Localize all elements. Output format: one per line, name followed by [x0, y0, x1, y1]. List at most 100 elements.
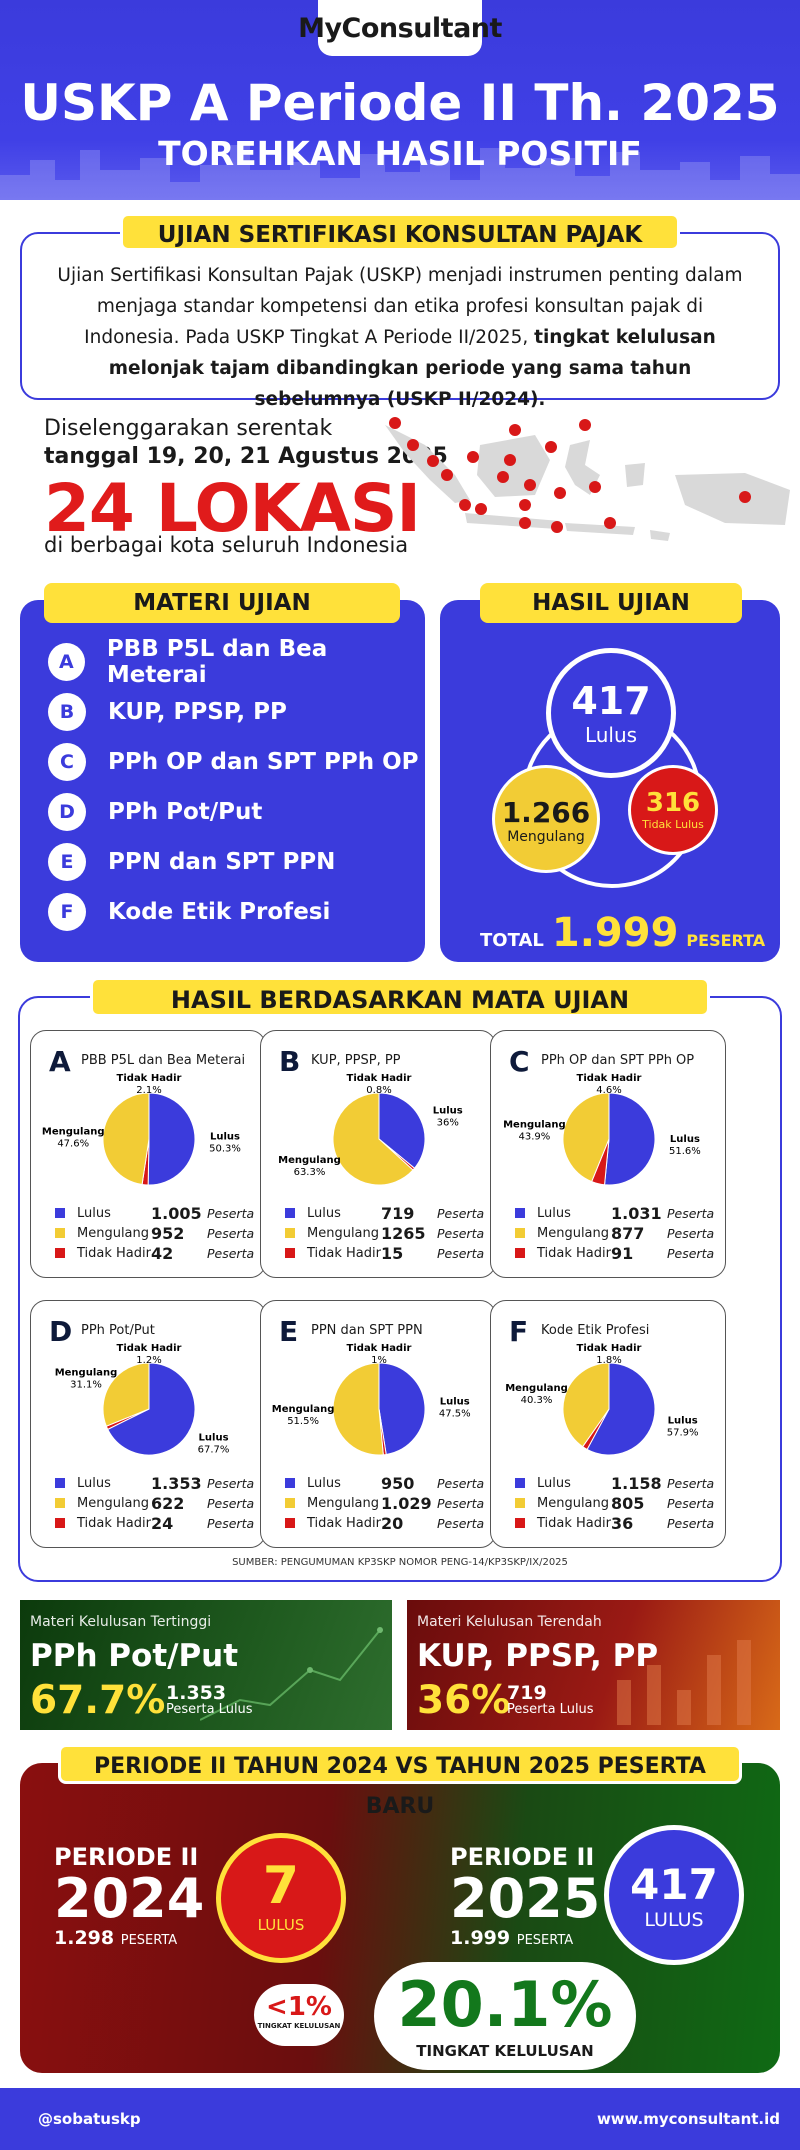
legend-value: 719 — [381, 1203, 415, 1223]
period-2025-participants: 1.999 PESERTA — [450, 1927, 600, 1949]
period-2025-lulus-circle: 417 LULUS — [604, 1825, 744, 1965]
pie-label-mengulang-pct: 31.1% — [70, 1379, 102, 1390]
legend-swatch — [55, 1208, 65, 1218]
period-2024-participant-count: 1.298 — [54, 1927, 115, 1949]
legend-value: 622 — [151, 1493, 185, 1513]
legend-value: 15 — [381, 1243, 404, 1263]
materi-item: D PPh Pot/Put — [48, 792, 262, 832]
legend-unit: Peserta — [437, 1245, 485, 1261]
lowest-subject: KUP, PPSP, PP — [417, 1638, 659, 1674]
lowest-count-label: Peserta Lulus — [507, 1702, 594, 1717]
period-2024-participants: 1.298 PESERTA — [54, 1927, 204, 1949]
total-count: 1.999 — [551, 910, 679, 956]
period-2024-participant-label: PESERTA — [120, 1933, 178, 1948]
total-participants: TOTAL 1.999 PESERTA — [480, 910, 765, 956]
materi-letter: C — [48, 743, 86, 781]
legend-label: Tidak Hadir — [77, 1515, 151, 1531]
legend-swatch — [515, 1478, 525, 1488]
subject-letter: D — [49, 1315, 73, 1348]
legend-value: 1.005 — [151, 1203, 202, 1223]
period-2025-year: 2025 — [450, 1867, 601, 1930]
old-pass-rate-label: TINGKAT KELULUSAN — [257, 2022, 341, 2030]
materi-item: F Kode Etik Profesi — [48, 892, 330, 932]
subject-card: D PPh Pot/Put Lulus 67.7% Mengulang 31.1% Tida… — [30, 1300, 266, 1548]
subject-legend: Lulus 1.005 Peserta Mengulang 952 Peserta Tida… — [55, 1203, 255, 1263]
subject-title: PBB P5L dan Bea Meterai — [81, 1053, 246, 1068]
materi-label: Kode Etik Profesi — [108, 899, 331, 925]
pie-label-lulus-pct: 50.3% — [209, 1144, 241, 1155]
legend-label: Tidak Hadir — [307, 1515, 381, 1531]
legend-value: 24 — [151, 1513, 174, 1533]
materi-item: B KUP, PPSP, PP — [48, 692, 287, 732]
legend-label: Mengulang — [77, 1225, 150, 1241]
tidak-lulus-count: 316 — [645, 788, 701, 818]
legend-unit: Peserta — [437, 1225, 485, 1241]
new-pass-rate-badge: 20.1% TINGKAT KELULUSAN — [374, 1962, 636, 2070]
legend-label: Lulus — [537, 1205, 571, 1221]
social-handle[interactable]: @sobatuskp — [38, 2110, 141, 2128]
legend-row: Lulus 1.158 Peserta — [515, 1473, 715, 1493]
pie-label-lulus: Lulus — [210, 1132, 240, 1143]
schedule-lead: Diselenggarakan serentak — [44, 416, 333, 441]
legend-swatch — [515, 1208, 525, 1218]
subject-title: PPh OP dan SPT PPh OP — [541, 1053, 695, 1068]
legend-value: 1.031 — [611, 1203, 662, 1223]
pie-slice-mengulang — [332, 1362, 384, 1456]
subject-letter: E — [279, 1315, 299, 1348]
legend-unit: Peserta — [207, 1225, 255, 1241]
tidak-lulus-label: Tidak Lulus — [642, 818, 704, 831]
pie-slice-lulus — [378, 1362, 426, 1456]
legend-label: Lulus — [77, 1205, 111, 1221]
legend-label: Tidak Hadir — [537, 1515, 611, 1531]
legend-row: Tidak Hadir 24 Peserta — [55, 1513, 255, 1533]
legend-swatch — [285, 1478, 295, 1488]
legend-value: 805 — [611, 1493, 645, 1513]
legend-unit: Peserta — [437, 1205, 485, 1221]
source-note: SUMBER: PENGUMUMAN KP3SKP NOMOR PENG-14/… — [232, 1557, 568, 1568]
legend-value: 1.158 — [611, 1473, 662, 1493]
period-2025: PERIODE II 2025 1.999 PESERTA — [450, 1843, 600, 1949]
intro-text: Ujian Sertifikasi Konsultan Pajak (USKP)… — [57, 265, 743, 348]
period-2025-lulus-count: 417 — [630, 1860, 718, 1909]
pie-label-mengulang-pct: 47.6% — [57, 1138, 89, 1149]
legend-value: 1.029 — [381, 1493, 432, 1513]
legend-unit: Peserta — [207, 1515, 255, 1531]
legend-label: Mengulang — [307, 1225, 380, 1241]
legend-unit: Peserta — [207, 1205, 255, 1221]
legend-label: Tidak Hadir — [307, 1245, 381, 1261]
legend-row: Lulus 1.353 Peserta — [55, 1473, 255, 1493]
brand-logo: MyConsultant — [298, 0, 502, 56]
website-link[interactable]: www.myconsultant.id — [596, 2110, 780, 2128]
subject-card: B KUP, PPSP, PP Lulus 36% Mengulang 63.3% Tida… — [260, 1030, 496, 1278]
pie-label-tidak-hadir-pct: 1.8% — [596, 1355, 621, 1366]
legend-value: 1.353 — [151, 1473, 202, 1493]
legend-swatch — [55, 1248, 65, 1258]
lulus-circle: 417 Lulus — [546, 648, 676, 778]
legend-row: Mengulang 1.029 Peserta — [285, 1493, 485, 1513]
legend-swatch — [285, 1248, 295, 1258]
legend-unit: Peserta — [437, 1515, 485, 1531]
subject-title: Kode Etik Profesi — [541, 1323, 650, 1338]
intro-tag: UJIAN SERTIFIKASI KONSULTAN PAJAK — [120, 213, 680, 251]
pie-label-lulus-pct: 57.9% — [667, 1428, 699, 1439]
legend-row: Mengulang 1265 Peserta — [285, 1223, 485, 1243]
legend-unit: Peserta — [667, 1205, 715, 1221]
highest-caption: Materi Kelulusan Tertinggi — [30, 1614, 212, 1630]
total-label: TOTAL — [480, 930, 544, 951]
legend-value: 91 — [611, 1243, 634, 1263]
legend-row: Tidak Hadir 42 Peserta — [55, 1243, 255, 1263]
total-unit: PESERTA — [686, 931, 766, 950]
pie-slice-mengulang — [562, 1362, 610, 1448]
schedule-date: tanggal 19, 20, 21 Agustus 2025 — [44, 444, 448, 469]
header-banner: MyConsultant USKP A Periode II Th. 2025 … — [0, 0, 800, 200]
pie-label-mengulang: Mengulang — [42, 1126, 105, 1137]
indonesia-map-graphic — [385, 417, 790, 541]
legend-unit: Peserta — [207, 1475, 255, 1491]
pie-label-mengulang: Mengulang — [55, 1367, 118, 1378]
subject-title: KUP, PPSP, PP — [311, 1053, 401, 1068]
legend-swatch — [285, 1228, 295, 1238]
locations-count: 24 LOKASI — [44, 470, 421, 547]
subject-card: A PBB P5L dan Bea Meterai Lulus 50.3% Mengul… — [30, 1030, 266, 1278]
